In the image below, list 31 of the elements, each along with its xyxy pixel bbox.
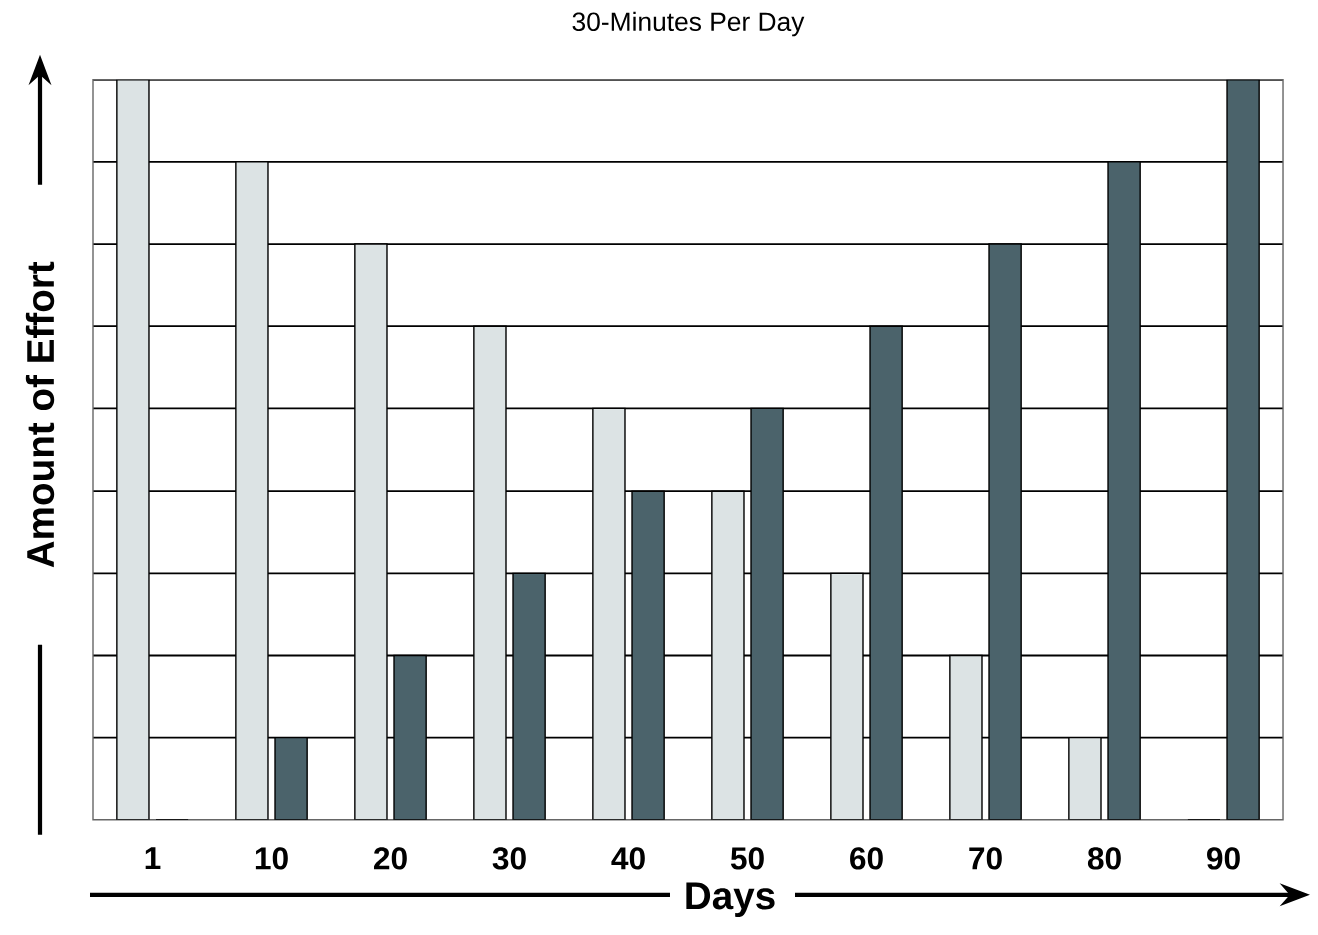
x-tick-label: 1 [145,847,161,870]
bar [830,573,863,820]
chart-title: 30-Minutes Per Day [572,11,805,37]
bar [592,408,625,820]
x-tick-label: 50 [730,847,764,870]
y-axis-title: Amount of Effort [25,261,55,568]
x-tick-label: 80 [1087,847,1121,870]
bar [235,162,268,820]
bar [275,737,308,820]
bar [1108,162,1141,820]
bar [989,244,1022,820]
bar [949,655,982,820]
x-tick-label: 30 [492,847,526,870]
x-axis-title: Days [686,882,775,918]
x-tick-label: 70 [969,847,1002,870]
x-tick-label: 20 [374,847,407,870]
x-tick-label: 10 [255,847,288,870]
bar [513,573,546,820]
bar [711,491,744,820]
x-tick-label: 60 [850,847,883,870]
bar [751,408,784,820]
bar [1226,79,1260,820]
bar [632,491,665,820]
x-tick-label: 90 [1207,847,1240,870]
bar [116,79,149,820]
bar [1068,737,1101,820]
bar [870,326,903,820]
bar [354,244,387,820]
x-tick-label: 40 [611,847,645,870]
bar [394,655,427,820]
bar [473,326,506,820]
